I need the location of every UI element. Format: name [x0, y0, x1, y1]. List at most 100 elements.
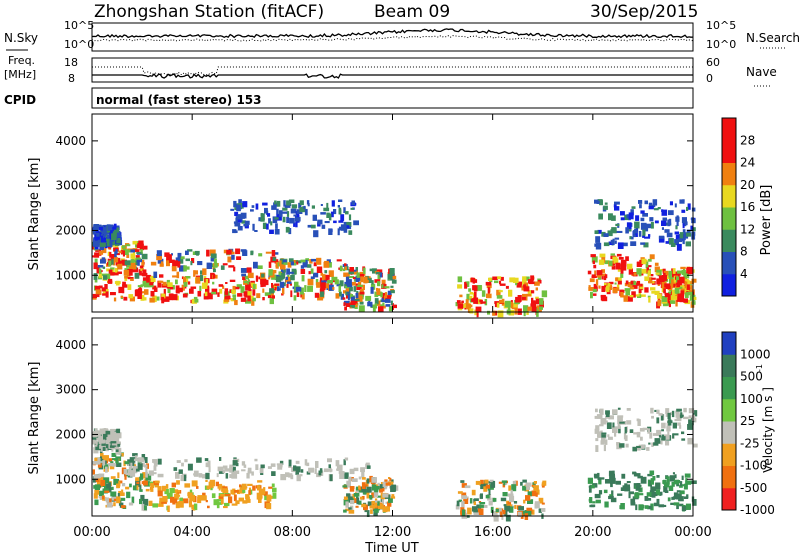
heatmap-cell: [609, 473, 615, 480]
heatmap-cell: [473, 498, 479, 501]
heatmap-cell: [681, 294, 684, 301]
heatmap-cell: [521, 297, 526, 300]
heatmap-cell: [361, 486, 367, 493]
heatmap-cell: [683, 483, 688, 490]
heatmap-cell: [92, 255, 98, 258]
heatmap-cell: [101, 238, 107, 242]
heatmap-cell: [247, 295, 251, 302]
heatmap-cell: [289, 283, 292, 286]
heatmap-cell: [231, 472, 238, 479]
heatmap-cell: [144, 505, 147, 511]
heatmap-cell: [353, 270, 358, 275]
heatmap-cell: [466, 281, 470, 284]
heatmap-cell: [164, 488, 169, 495]
heatmap-cell: [625, 256, 629, 261]
heatmap-cell: [107, 224, 113, 231]
heatmap-cell: [335, 460, 340, 467]
heatmap-cell: [240, 297, 247, 302]
heatmap-cell: [685, 279, 689, 282]
heatmap-cell: [94, 252, 100, 258]
heatmap-cell: [682, 220, 687, 227]
heatmap-cell: [181, 284, 185, 291]
heatmap-cell: [288, 199, 295, 203]
heatmap-cell: [103, 275, 108, 280]
heatmap-cell: [640, 242, 646, 245]
heatmap-cell: [97, 433, 101, 437]
heatmap-cell: [242, 201, 248, 208]
heatmap-cell: [378, 503, 384, 510]
heatmap-cell: [181, 276, 184, 280]
heatmap-cell: [111, 486, 114, 490]
heatmap-cell: [323, 207, 330, 212]
heatmap-cell: [244, 291, 250, 298]
heatmap-cell: [254, 458, 258, 462]
heatmap-cell: [593, 283, 598, 289]
heatmap-cell: [353, 467, 359, 472]
heatmap-cell: [338, 471, 345, 474]
heatmap-cell: [172, 275, 178, 278]
heatmap-cell: [463, 498, 469, 504]
heatmap-cell: [212, 281, 215, 285]
heatmap-cell: [125, 486, 130, 490]
heatmap-cell: [650, 486, 656, 492]
nsky-tick-top: 10^5: [64, 19, 94, 32]
nsky-trace: [91, 28, 694, 39]
heatmap-cell: [287, 262, 292, 268]
heatmap-cell: [652, 433, 659, 436]
heatmap-cell: [127, 469, 130, 476]
heatmap-cell: [640, 210, 645, 214]
heatmap-cell: [150, 483, 154, 488]
heatmap-cell: [245, 494, 250, 500]
heatmap-cell: [636, 280, 641, 286]
heatmap-cell: [347, 284, 353, 288]
heatmap-cell: [350, 296, 355, 301]
heatmap-cell: [664, 283, 671, 288]
heatmap-cell: [217, 483, 223, 489]
heatmap-cell: [664, 292, 669, 298]
heatmap-cell: [94, 436, 100, 441]
heatmap-cell: [280, 277, 283, 281]
heatmap-cell: [316, 472, 321, 478]
heatmap-cell: [473, 510, 480, 514]
heatmap-cell: [385, 304, 391, 307]
heatmap-cell: [302, 261, 308, 268]
heatmap-cell: [488, 277, 492, 281]
heatmap-cell: [505, 285, 509, 289]
heatmap-cell: [625, 280, 629, 285]
heatmap-cell: [228, 265, 235, 268]
colorbar-segment: [722, 273, 736, 297]
heatmap-cell: [648, 296, 651, 303]
heatmap-cell: [329, 474, 333, 482]
heatmap-cell: [338, 220, 344, 223]
heatmap-cell: [663, 286, 666, 294]
heatmap-cell: [141, 259, 145, 267]
heatmap-cell: [504, 505, 511, 512]
heatmap-cell: [492, 310, 496, 316]
heatmap-cell: [107, 251, 110, 257]
heatmap-cell: [171, 265, 177, 272]
heatmap-cell: [280, 269, 284, 272]
heatmap-cell: [676, 270, 683, 274]
heatmap-cell: [587, 477, 593, 484]
heatmap-cell: [375, 486, 380, 490]
heatmap-cell: [460, 480, 465, 483]
heatmap-cell: [175, 285, 180, 293]
heatmap-cell: [197, 495, 204, 498]
heatmap-cell: [156, 254, 162, 261]
heatmap-cell: [163, 288, 166, 295]
heatmap-cell: [624, 435, 628, 441]
heatmap-cell: [661, 275, 667, 281]
heatmap-cell: [286, 211, 290, 217]
heatmap-cell: [320, 282, 326, 289]
heatmap-cell: [92, 469, 95, 475]
heatmap-cell: [508, 485, 512, 491]
heatmap-cell: [290, 261, 294, 266]
heatmap-cell: [657, 207, 661, 210]
heatmap-cell: [199, 285, 202, 291]
heatmap-cell: [277, 286, 280, 292]
heatmap-cell: [664, 482, 670, 488]
heatmap-cell: [97, 463, 102, 468]
heatmap-cell: [689, 285, 693, 290]
heatmap-cell: [111, 431, 115, 438]
heatmap-cell: [229, 464, 233, 469]
